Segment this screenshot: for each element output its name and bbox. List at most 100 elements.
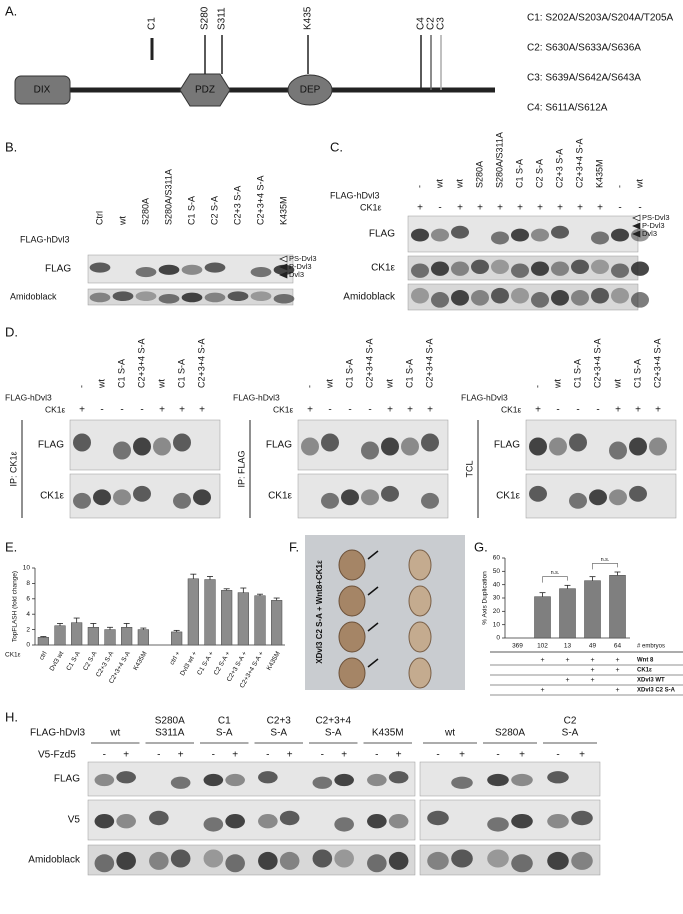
embryo-photo — [305, 535, 465, 690]
site-label: C4 — [416, 17, 427, 30]
group-label: wt — [109, 728, 120, 739]
x-tick-label: K435M — [132, 650, 148, 671]
n-label: 64 — [614, 643, 622, 650]
sign: - — [103, 750, 106, 761]
lane-label: C1 S-A — [176, 359, 186, 388]
blot-band — [487, 849, 509, 868]
group-label: wt — [444, 728, 455, 739]
group-label: S-A — [270, 728, 287, 739]
blot-band — [204, 262, 226, 273]
embryo — [408, 621, 432, 653]
row-label: Amidoblack — [10, 291, 57, 301]
blot-band — [321, 492, 339, 509]
blot-band — [487, 817, 509, 832]
row-label: FLAG-hDvl3 — [30, 728, 85, 739]
blot-band — [431, 261, 449, 276]
sign: + — [590, 657, 594, 664]
y-tick-label: 2 — [26, 626, 30, 633]
blot-band — [471, 259, 489, 274]
sign: - — [576, 405, 579, 416]
blot-band — [116, 771, 136, 784]
blot-band — [203, 773, 224, 787]
band-arrow — [279, 271, 288, 279]
embryo — [408, 585, 432, 617]
panel-label: E. — [5, 539, 17, 554]
blot-band — [279, 810, 300, 826]
blot-band — [334, 773, 354, 787]
y-axis-label: % Axis Duplication — [482, 571, 489, 625]
sign: + — [635, 405, 641, 416]
bar — [204, 579, 216, 646]
lane-label: C2+3+4 S-A — [196, 338, 206, 388]
sign: - — [157, 750, 160, 761]
row-label: FLAG — [38, 440, 64, 451]
sign: + — [615, 405, 621, 416]
sign: + — [307, 405, 313, 416]
blot-band — [94, 814, 115, 829]
bar — [104, 629, 116, 646]
blot-band — [158, 264, 180, 275]
sign: - — [436, 750, 439, 761]
blot-band — [116, 814, 136, 829]
sign: + — [179, 405, 185, 416]
blot-band — [611, 228, 629, 242]
lane-label: C1 S-A — [186, 196, 196, 225]
embryo — [338, 657, 366, 689]
lane-label: wt — [324, 379, 334, 389]
lane-label: - — [76, 385, 86, 388]
legend-text: C4: S611A/S612A — [527, 103, 608, 114]
site-label: C1 — [147, 17, 158, 30]
lane-label: C2 S-A — [534, 159, 544, 188]
lane-label: C1 S-A — [514, 159, 524, 188]
blot-band — [258, 771, 278, 784]
lane-label: - — [532, 385, 542, 388]
blot-band — [153, 437, 171, 456]
blot-band — [547, 771, 569, 784]
sign: + — [535, 405, 541, 416]
lane-label: S280A — [140, 198, 150, 225]
y-tick-label: 0 — [496, 635, 500, 642]
blot-band — [227, 291, 249, 302]
blot-band — [491, 259, 509, 274]
bar — [171, 631, 183, 646]
bar — [584, 580, 601, 639]
blot-band — [181, 264, 203, 275]
lane-label: wt — [96, 379, 106, 389]
blot-band — [133, 485, 151, 502]
y-axis-label: TopFLASH (fold change) — [12, 571, 19, 642]
blot-band — [427, 810, 449, 826]
sign: + — [577, 203, 583, 214]
blot-band — [451, 225, 469, 239]
sign: + — [615, 667, 619, 674]
blot-band — [411, 228, 429, 242]
lane-label: C2+3 S-A — [232, 186, 242, 225]
lane-label: C2+3+4 S-A — [574, 138, 584, 188]
lane-label: K435M — [278, 196, 288, 225]
blot-band — [551, 225, 569, 239]
lane-label: C2+3+4 S-A — [136, 338, 146, 388]
row-label: CK1ε — [40, 491, 64, 502]
row-label: Amidoblack — [343, 292, 396, 303]
sign: - — [321, 750, 324, 761]
blot-band — [367, 773, 387, 787]
sign: + — [590, 667, 594, 674]
row-label: CK1ε — [360, 202, 382, 212]
lane-label: C2 S-A — [209, 196, 219, 225]
bar — [187, 578, 199, 646]
lane-label: wt — [384, 379, 394, 389]
band-label: Dvl3 — [642, 229, 657, 238]
legend-text: C1: S202A/S203A/S204A/T205A — [527, 13, 674, 24]
blot-band — [388, 851, 409, 870]
site-label: S280 — [200, 6, 211, 30]
lane-label: C2+3+4 S-A — [364, 338, 374, 388]
row-label: FLAG-hDvl3 — [5, 392, 52, 402]
blot-band — [321, 433, 339, 452]
x-tick-label: Dvl3 wt — [49, 650, 66, 672]
blot-band — [225, 854, 245, 873]
blot-band — [170, 849, 191, 868]
lane-label: C2+3 S-A — [554, 149, 564, 188]
sign: - — [375, 750, 378, 761]
y-tick-label: 10 — [493, 621, 501, 628]
sign: - — [556, 405, 559, 416]
group-label: S-A — [216, 728, 233, 739]
